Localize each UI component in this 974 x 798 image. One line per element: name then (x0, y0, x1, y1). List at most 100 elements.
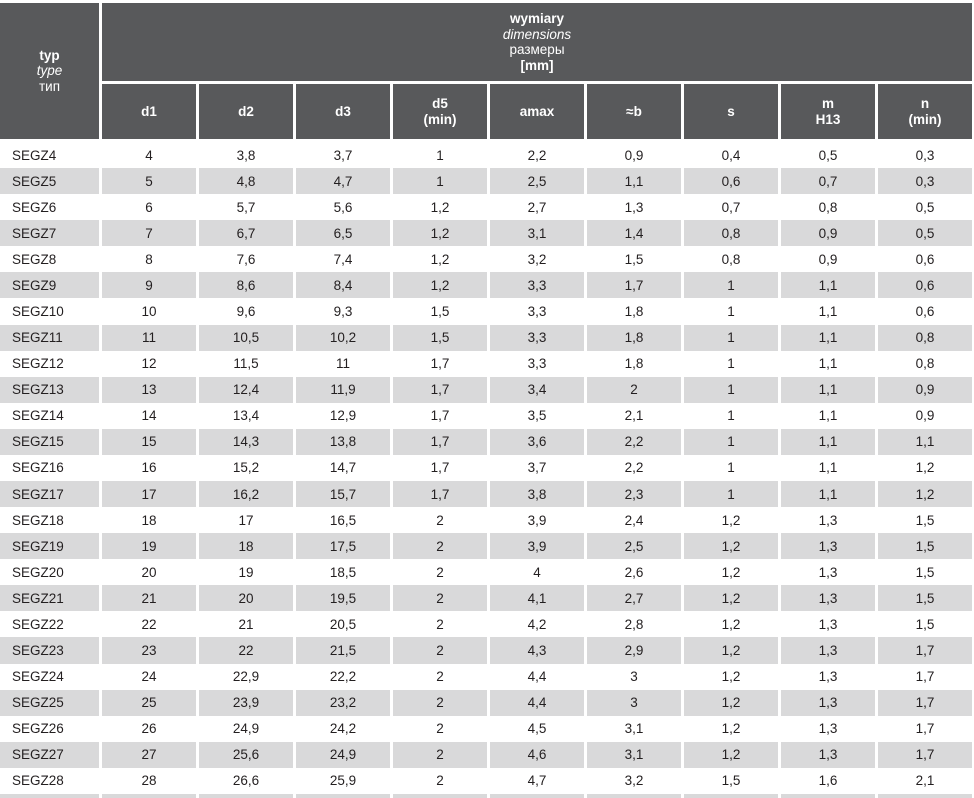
table-cell: 4,2 (487, 611, 584, 638)
table-cell: 19 (99, 533, 196, 560)
table-cell: 1,8 (584, 350, 681, 377)
table-cell: 1,1 (875, 428, 972, 455)
table-cell: 3,1 (584, 741, 681, 768)
table-cell: 19,5 (293, 585, 390, 612)
column-header-d2: d2 (196, 84, 293, 142)
table-cell: 15,2 (196, 454, 293, 482)
table-cell: 1,2 (681, 611, 778, 638)
table-cell: 16 (99, 454, 196, 482)
table-cell: 0,9 (778, 246, 875, 273)
table-row: SEGZ24 24 22,9 22,2 2 4,4 3 1,2 1,3 1,7 (0, 663, 972, 690)
table-cell: 0,3 (875, 142, 972, 169)
table-cell: 24,9 (196, 715, 293, 742)
type-column-header: typ type тип (0, 3, 99, 142)
table-cell: 24 (99, 663, 196, 690)
table-cell: 4,3 (487, 637, 584, 664)
table-cell: 20 (99, 559, 196, 586)
table-cell: 2 (390, 715, 487, 742)
table-cell: 24,2 (293, 715, 390, 742)
row-label: SEGZ19 (0, 533, 99, 560)
table-cell: 21 (196, 611, 293, 638)
cutoff-cell (584, 793, 681, 798)
table-cell: 22 (196, 637, 293, 664)
table-row: SEGZ11 11 10,5 10,2 1,5 3,3 1,8 1 1,1 0,8 (0, 324, 972, 351)
table-row: SEGZ9 9 8,6 8,4 1,2 3,3 1,7 1 1,1 0,6 (0, 272, 972, 299)
table-cell: 0,9 (778, 220, 875, 247)
table-cell: 2 (390, 663, 487, 690)
table-cell: 2,8 (584, 611, 681, 638)
table-cell: 1,8 (584, 324, 681, 351)
row-label: SEGZ14 (0, 402, 99, 429)
table-cell: 12,9 (293, 402, 390, 429)
table-cell: 2,5 (584, 533, 681, 560)
table-cell: 2,2 (584, 454, 681, 482)
cutoff-cell (487, 793, 584, 798)
table-cell: 1 (681, 298, 778, 325)
table-cell: 1,5 (584, 246, 681, 273)
table-cell: 1,7 (875, 741, 972, 768)
table-cell: 19 (196, 559, 293, 586)
table-row: SEGZ17 17 16,2 15,7 1,7 3,8 2,3 1 1,1 1,2 (0, 481, 972, 508)
table-cell: 5,6 (293, 194, 390, 221)
table-cell: 3,3 (487, 272, 584, 299)
table-row: SEGZ14 14 13,4 12,9 1,7 3,5 2,1 1 1,1 0,9 (0, 402, 972, 429)
row-label: SEGZ6 (0, 194, 99, 221)
table-cell: 8,6 (196, 272, 293, 299)
table-cell: 1,8 (584, 298, 681, 325)
table-cell: 9 (99, 272, 196, 299)
table-cell: 1 (390, 168, 487, 195)
table-cell: 3,9 (487, 533, 584, 560)
table-cell: 1,1 (778, 324, 875, 351)
cutoff-cell (196, 793, 293, 798)
table-cell: 21,5 (293, 637, 390, 664)
table-cell: 0,7 (778, 168, 875, 195)
table-cell: 1 (681, 454, 778, 482)
table-cell: 3,6 (487, 428, 584, 455)
row-label: SEGZ28 (0, 767, 99, 794)
table-cell: 1,2 (681, 533, 778, 560)
table-cell: 1,2 (681, 663, 778, 690)
table-cell: 2,4 (584, 507, 681, 534)
table-cell: 7,4 (293, 246, 390, 273)
table-cell: 1,3 (778, 585, 875, 612)
table-cell: 22,9 (196, 663, 293, 690)
table-cell: 1,7 (390, 481, 487, 508)
row-label: SEGZ11 (0, 324, 99, 351)
table-cell: 11,5 (196, 350, 293, 377)
table-cell: 0,9 (875, 376, 972, 403)
table-cell: 25 (99, 689, 196, 716)
table-cell: 1,7 (390, 428, 487, 455)
cutoff-row (0, 793, 972, 798)
table-cell: 10 (99, 298, 196, 325)
table-cell: 2 (390, 533, 487, 560)
table-cell: 0,9 (584, 142, 681, 169)
table-cell: 3,9 (487, 507, 584, 534)
type-label-ru: тип (38, 78, 61, 94)
table-cell: 18 (196, 533, 293, 560)
table-cell: 11 (99, 324, 196, 351)
table-cell: 17,5 (293, 533, 390, 560)
table-cell: 1 (681, 481, 778, 508)
table-row: SEGZ10 10 9,6 9,3 1,5 3,3 1,8 1 1,1 0,6 (0, 298, 972, 325)
table-cell: 1,3 (778, 741, 875, 768)
row-label: SEGZ17 (0, 481, 99, 508)
table-cell: 2 (390, 507, 487, 534)
table-cell: 4,6 (487, 741, 584, 768)
table-cell: 20 (196, 585, 293, 612)
table-row: SEGZ18 18 17 16,5 2 3,9 2,4 1,2 1,3 1,5 (0, 507, 972, 534)
table-cell: 1,4 (584, 220, 681, 247)
table-cell: 9,3 (293, 298, 390, 325)
table-cell: 1,7 (390, 350, 487, 377)
column-header-n: n (min) (875, 84, 972, 142)
table-cell: 2 (390, 689, 487, 716)
table-cell: 27 (99, 741, 196, 768)
table-cell: 1,3 (778, 559, 875, 586)
table-cell: 13 (99, 376, 196, 403)
column-header-d1: d1 (99, 84, 196, 142)
table-cell: 28 (99, 767, 196, 794)
table-cell: 7 (99, 220, 196, 247)
table-cell: 20,5 (293, 611, 390, 638)
table-cell: 18,5 (293, 559, 390, 586)
table-cell: 1,1 (778, 454, 875, 482)
table-row: SEGZ23 23 22 21,5 2 4,3 2,9 1,2 1,3 1,7 (0, 637, 972, 664)
